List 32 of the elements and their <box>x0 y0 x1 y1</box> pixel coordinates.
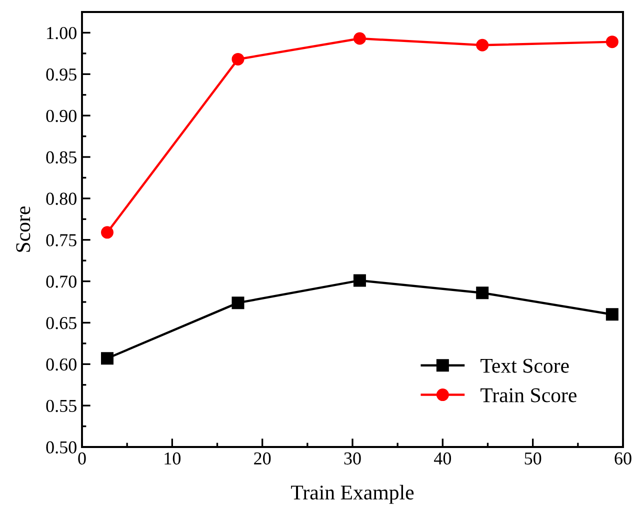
y-tick-label: 0.65 <box>46 316 76 330</box>
x-tick-label: 0 <box>78 452 86 465</box>
point <box>100 352 114 365</box>
point <box>232 296 244 310</box>
x-tick-label: 50 <box>524 452 542 465</box>
y-axis-title: Score <box>16 206 30 252</box>
x-tick-label: 40 <box>434 452 452 465</box>
legend-label: Text Score <box>480 358 569 373</box>
y-tick-label: 0.55 <box>46 400 76 412</box>
point <box>232 52 244 66</box>
point <box>353 32 366 45</box>
point <box>100 226 114 239</box>
x-tick-label: 10 <box>164 452 181 465</box>
legend-label: Train Score <box>480 388 576 402</box>
point <box>476 38 489 52</box>
y-tick-label: 0.70 <box>46 276 76 288</box>
y-tick-label: 0.95 <box>46 68 76 81</box>
y-tick-label: 0.80 <box>46 192 76 205</box>
point <box>353 274 366 287</box>
point <box>476 286 489 300</box>
point <box>606 308 618 321</box>
y-tick-label: 1.00 <box>47 26 76 40</box>
point <box>606 36 618 48</box>
y-tick-label: 0.75 <box>46 234 76 246</box>
x-tick-label: 30 <box>344 452 361 465</box>
x-tick-label: 20 <box>254 452 271 465</box>
x-axis-title: Train Example <box>291 484 414 504</box>
y-tick-label: 0.85 <box>46 151 76 164</box>
y-tick-label: 0.90 <box>46 110 76 122</box>
x-tick-label: 60 <box>614 452 632 465</box>
y-tick-label: 0.60 <box>46 358 76 371</box>
y-tick-label: 0.50 <box>46 441 76 454</box>
